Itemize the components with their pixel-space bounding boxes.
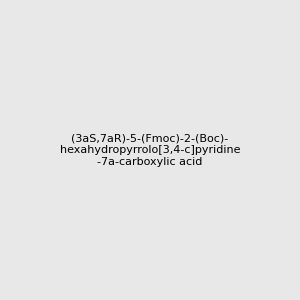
Text: (3aS,7aR)-5-(Fmoc)-2-(Boc)-
hexahydropyrrolo[3,4-c]pyridine
-7a-carboxylic acid: (3aS,7aR)-5-(Fmoc)-2-(Boc)- hexahydropyr… — [60, 134, 240, 166]
